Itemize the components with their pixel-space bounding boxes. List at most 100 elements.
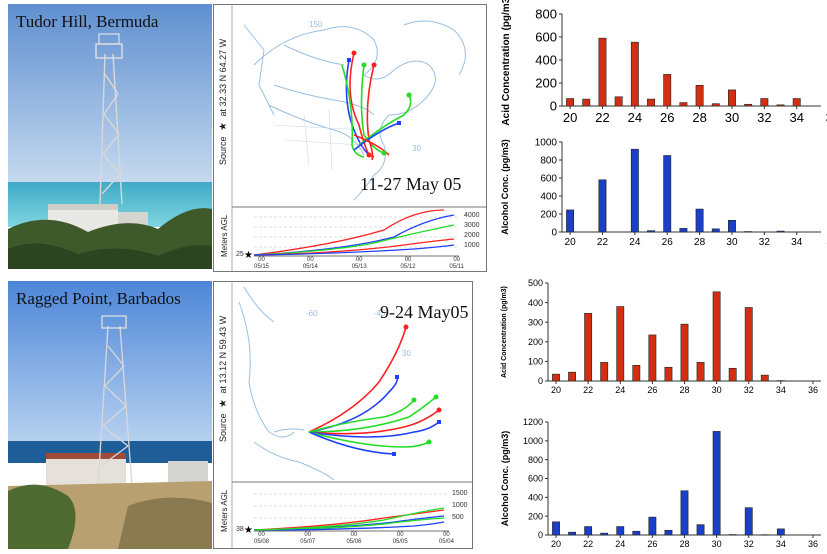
bar [632,365,641,382]
x-tick-label: 32 [744,539,754,549]
x-tick-label: 28 [679,539,689,549]
x-tick-label: 26 [647,385,657,395]
x-tick-label: 28 [694,237,706,248]
bar [616,306,625,382]
height-base-bermuda: 25 [236,251,244,258]
height-tick: 500 [452,514,464,521]
bar [663,74,672,107]
bar [760,98,769,107]
bar [744,231,753,233]
at-word: at [218,385,228,394]
y-tick-label: 600 [540,174,557,185]
bar [614,96,623,107]
bar [679,228,688,233]
height-base-barbados: 38 [236,526,244,533]
x-tick-label: 34 [776,385,786,395]
x-tick-label: 24 [615,385,625,395]
x-tick-label: 36 [808,539,818,549]
x-tick-label: 3 [825,110,827,125]
bar [616,526,625,536]
y-tick-label: 400 [535,53,557,68]
x-tick-label: 26 [662,237,674,248]
y-tick-label: 0 [538,530,543,540]
bar [776,230,785,233]
x-tick-label: 24 [615,539,625,549]
photo-ragged-point: Ragged Point, Barbados [8,281,212,549]
bar [776,104,785,107]
bar [630,148,639,233]
x-tick-label: 30 [712,385,722,395]
bar-chart-svg: 0 200 400 600 800 20 22 24 26 28 30 32 34 3 Acid Conce… [501,0,827,126]
y-axis-title: Alcohol Conc. (pg/m3) [500,139,510,235]
bar [648,516,657,536]
date-tick: 00 05/05 [392,532,408,545]
map-label-45: -45 [374,309,386,318]
bar [598,37,607,107]
source-label-barbados: Source ★ at 13.12 N 59.43 W [218,316,229,442]
bar [647,98,655,107]
bar [744,307,753,382]
x-tick-label: 26 [660,110,674,125]
bar [647,230,655,233]
x-tick-label: 30 [725,110,739,125]
date-tick: 00 05/14 [302,257,318,270]
tower-photo-barbados [8,281,212,549]
y-tick-label: 200 [535,76,557,91]
bar-chart-svg: 0 200 400 600 800 1000 1200 20 22 24 26 28 30 32 34 36 A… [500,417,821,549]
bar [728,367,737,382]
x-tick-label: 34 [791,237,803,248]
x-tick-label: 22 [595,110,609,125]
y-tick-label: 1000 [523,436,543,446]
bar [663,155,672,233]
x-tick-label: 26 [647,539,657,549]
bar [776,380,785,382]
bar [679,102,688,107]
y-tick-label: 500 [528,278,543,288]
height-tick: 1000 [452,502,468,509]
star-icon: ★ [218,398,229,408]
bar [630,41,639,107]
bar [728,534,737,536]
y-tick-label: 300 [528,317,543,327]
date-ticks-barbados: 00 05/08 00 05/07 00 05/06 00 05/05 00 05/04 [254,532,454,546]
height-tick: 2000 [464,232,480,239]
bar [711,228,720,233]
bar-chart-svg: 0200400600800100020222426283032343Alcoho… [500,138,827,249]
bar [584,313,593,382]
source-lat: 32.33 N [218,74,228,107]
date-tick: 00 05/12 [400,257,416,270]
bar [664,529,673,536]
trajectory-map-graphic: -60 -45 30 ★ [231,282,472,548]
bar [760,374,769,382]
x-tick-label: 34 [776,539,786,549]
x-tick-label: 20 [551,539,561,549]
acid-chart-barbados: 0 100 200 300 400 500 20 22 24 26 28 30 32 34 36 Acid C… [498,276,827,413]
alcohol-chart-barbados: 0 200 400 600 800 1000 1200 20 22 24 26 28 30 32 34 36 A… [498,413,827,554]
y-tick-label: 200 [528,337,543,347]
star-icon: ★ [218,121,229,131]
trajectory-map-bermuda: 150 30 [213,4,487,272]
x-tick-label: 36 [808,385,818,395]
site-title-bermuda: Tudor Hill, Bermuda [16,12,159,31]
map-label-150: 150 [309,20,323,29]
y-tick-label: 600 [535,30,557,45]
bar [776,528,785,536]
y-tick-label: 600 [528,474,543,484]
bar [552,521,560,536]
x-tick-label: 28 [692,110,706,125]
bar [760,534,769,536]
x-tick-label: 22 [597,237,609,248]
x-tick-label: 20 [563,110,577,125]
bar [632,530,641,536]
bar [600,532,609,536]
source-star-icon: ★ [244,250,253,261]
bar [568,531,577,536]
y-tick-label: 400 [528,298,543,308]
x-tick-label: 22 [583,539,593,549]
acid-chart-bermuda: 0 200 400 600 800 20 22 24 26 28 30 32 34 3 Acid Conce… [498,0,827,132]
map-label-30: 30 [412,144,421,153]
y-tick-label: 0 [551,228,557,239]
y-tick-label: 200 [540,210,557,221]
height-tick: 3000 [464,222,480,229]
y-tick-label: 1200 [523,417,543,427]
